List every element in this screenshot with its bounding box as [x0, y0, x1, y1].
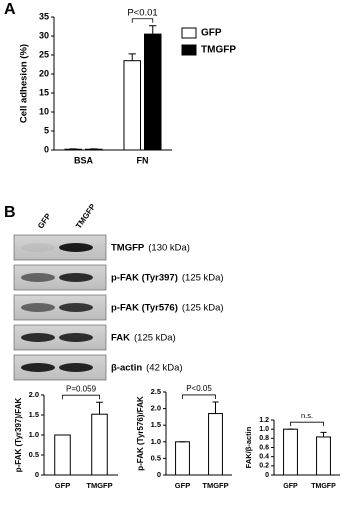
band-label: TMGFP (130 kDa) — [111, 242, 190, 253]
annotation: P=0.059 — [66, 384, 97, 393]
y-tick-label: 1.0 — [29, 430, 39, 439]
bar — [316, 436, 331, 476]
x-tick-label: TMGFP — [86, 481, 112, 490]
x-tick-label: GFP — [55, 481, 70, 490]
panel-label: B — [4, 204, 16, 221]
bar — [144, 33, 162, 151]
y-tick-label: 0.8 — [259, 435, 269, 442]
band-name: p-FAK (Tyr576) — [111, 302, 178, 313]
y-axis-label: FAK/β-actin — [244, 426, 253, 468]
y-tick-label: 10 — [39, 106, 49, 116]
y-tick-label: 2.0 — [151, 404, 161, 413]
band-name: β-actin — [111, 362, 142, 373]
panel-label: A — [4, 1, 16, 18]
x-tick-label: GFP — [175, 481, 190, 490]
bar — [283, 428, 298, 476]
significance-bracket — [290, 421, 324, 427]
error-bar — [212, 401, 219, 414]
y-tick-label: 0 — [44, 144, 49, 154]
blot-panel: TMGFP (130 kDa)p-FAK (Tyr397) (125 kDa)p-F… — [13, 234, 224, 381]
blot-band — [59, 363, 93, 372]
y-tick-label: 0 — [157, 470, 161, 479]
y-axis-label: p-FAK (Tyr397)/FAK — [14, 398, 23, 473]
band-label: p-FAK (Tyr576) (125 kDa) — [111, 302, 224, 313]
y-tick-label: 1.0 — [151, 437, 161, 446]
legend-swatch — [181, 44, 197, 56]
y-tick-label: 0 — [265, 472, 269, 479]
blot-band — [59, 273, 93, 282]
bar — [91, 413, 108, 476]
y-tick-label: 0.5 — [151, 453, 161, 462]
error-bar — [96, 401, 103, 415]
band-label: p-FAK (Tyr397) (125 kDa) — [111, 272, 224, 283]
y-tick-label: 1.5 — [29, 410, 39, 419]
blot-band — [21, 333, 55, 342]
error-bar — [320, 431, 327, 437]
y-tick-label: 35 — [39, 11, 49, 21]
y-tick-label: 0.4 — [259, 454, 269, 461]
legend-swatch — [181, 27, 197, 39]
y-tick-label: 2.5 — [151, 387, 161, 396]
band-name: FAK — [111, 332, 130, 343]
y-tick-label: 1.0 — [259, 426, 269, 433]
error-bar — [149, 25, 157, 35]
lane-label: TMGFP — [74, 202, 98, 231]
band-size: (125 kDa) — [182, 272, 224, 283]
error-bar — [128, 53, 136, 61]
significance-bracket — [62, 394, 100, 400]
bar — [208, 413, 223, 476]
bar — [54, 434, 71, 476]
legend-label: GFP — [201, 28, 222, 39]
blot-band — [59, 333, 93, 342]
x-tick-label: FN — [137, 155, 149, 165]
y-tick-label: 2.0 — [29, 390, 39, 399]
y-tick-label: 30 — [39, 30, 49, 40]
annotation: P<0.01 — [127, 7, 157, 18]
blot-band — [21, 303, 55, 312]
y-tick-label: 5 — [44, 125, 49, 135]
y-tick-label: 0.6 — [259, 444, 269, 451]
x-tick-label: BSA — [74, 155, 94, 165]
legend-label: TMGFP — [201, 45, 236, 56]
y-tick-label: 1.5 — [151, 420, 161, 429]
x-tick-label: GFP — [283, 483, 298, 490]
blot-band — [21, 363, 55, 372]
y-axis-label: Cell adhesion (%) — [19, 44, 30, 123]
significance-bracket — [182, 394, 216, 399]
band-name: TMGFP — [111, 242, 145, 253]
band-label: FAK (125 kDa) — [111, 332, 176, 343]
annotation: P<0.05 — [186, 384, 212, 393]
blot-band — [21, 243, 55, 252]
band-size: (125 kDa) — [182, 302, 224, 313]
bar — [123, 60, 142, 151]
y-tick-label: 25 — [39, 49, 49, 59]
band-size: (42 kDa) — [146, 362, 182, 373]
blot-band — [59, 303, 93, 312]
y-axis-label: p-FAK (Tyr576)/FAK — [136, 396, 145, 471]
blot-band — [21, 273, 55, 282]
y-tick-label: 1.2 — [259, 417, 269, 424]
y-tick-label: 0.5 — [29, 450, 39, 459]
y-tick-label: 15 — [39, 87, 49, 97]
x-tick-label: TMGFP — [202, 481, 228, 490]
band-label: β-actin (42 kDa) — [111, 362, 183, 373]
lane-label: GFP — [36, 211, 53, 230]
y-tick-label: 20 — [39, 68, 49, 78]
y-tick-label: 0 — [35, 470, 39, 479]
band-size: (130 kDa) — [148, 242, 190, 253]
blot-band — [59, 243, 93, 252]
x-tick-label: TMGFP — [311, 483, 336, 490]
significance-bracket — [131, 18, 154, 23]
bar — [175, 441, 190, 476]
annotation: n.s. — [301, 411, 313, 420]
band-name: p-FAK (Tyr397) — [111, 272, 178, 283]
band-size: (125 kDa) — [134, 332, 176, 343]
y-tick-label: 0.2 — [259, 463, 269, 470]
